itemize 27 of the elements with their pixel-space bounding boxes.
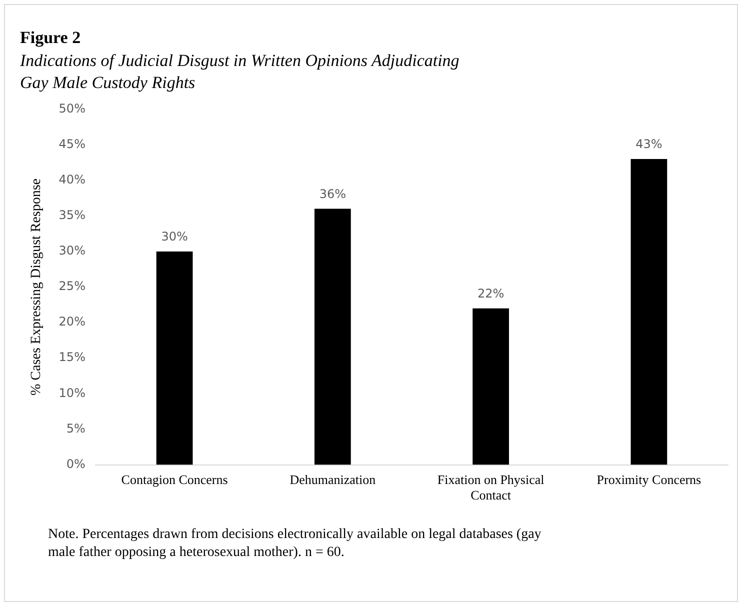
x-tick-label: Contagion Concerns — [121, 472, 228, 488]
text: Note. Percentages drawn from decisions electronically available on legal databases (gay male father opposing a heterosexual mother). n = 60. — [48, 526, 542, 562]
y-tick-label: 20% — [58, 314, 86, 329]
x-tick-label: Proximity Concerns — [596, 472, 702, 488]
y-tick-label: 10% — [58, 386, 86, 400]
bar — [314, 208, 351, 465]
y-tick-label: 40% — [58, 172, 86, 186]
chart-title: Figure 2 — [20, 28, 81, 48]
y-tick-label: 45% — [58, 136, 86, 151]
bar — [630, 158, 668, 465]
bar — [472, 308, 509, 465]
y-tick-label: 25% — [58, 279, 86, 294]
y-tick-label: 15% — [58, 350, 86, 364]
chart-subtitle: Indications of Judicial Disgust in Written Opinions Adjudicating Gay Male Custody Rights — [20, 50, 460, 94]
data-label: 30% — [161, 230, 188, 244]
data-label: 43% — [636, 137, 662, 152]
y-tick-label: 30% — [58, 244, 86, 258]
y-tick-label: 35% — [58, 208, 86, 222]
y-tick-label: 0% — [66, 456, 86, 471]
x-tick-label: Dehumanization — [290, 472, 376, 488]
y-tick-label: 50% — [58, 101, 86, 116]
data-label: 22% — [477, 286, 504, 300]
data-label: 36% — [319, 186, 346, 201]
y-tick-label: 5% — [66, 421, 86, 436]
x-tick-label: Fixation on Physical Contact — [437, 472, 545, 503]
bar — [156, 251, 193, 465]
y-axis-title: % Cases Expressing Disgust Response — [29, 178, 44, 396]
